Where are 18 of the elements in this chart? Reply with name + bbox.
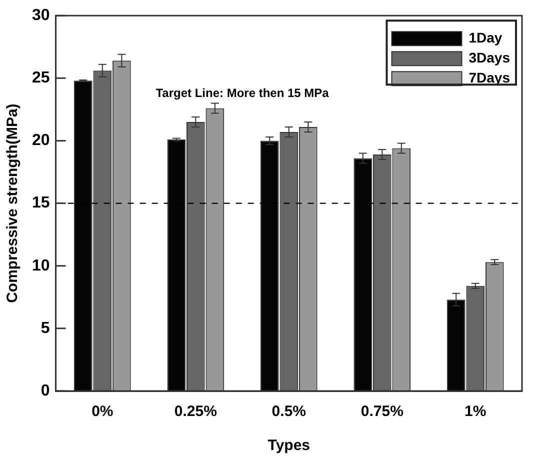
y-tick-label: 25 bbox=[32, 70, 50, 87]
y-tick-label: 0 bbox=[40, 382, 50, 400]
x-tick-label: 0.75% bbox=[360, 403, 404, 420]
x-tick-label: 0.5% bbox=[272, 403, 306, 420]
y-tick-label: 30 bbox=[32, 7, 50, 24]
x-tick-label: 0.25% bbox=[174, 403, 217, 420]
y-tick-label: 15 bbox=[32, 194, 50, 212]
legend-label: 1Day bbox=[468, 29, 502, 46]
legend-label: 3Days bbox=[468, 49, 510, 66]
x-axis-title: Types bbox=[268, 437, 310, 454]
annotation: Target Line: More then 15 MPa bbox=[156, 86, 330, 100]
x-tick-label: 0% bbox=[92, 403, 114, 420]
y-tick-label: 10 bbox=[32, 257, 50, 274]
y-axis-title: Compressive strength(MPa) bbox=[4, 104, 22, 303]
legend-label: 7Days bbox=[468, 69, 510, 86]
y-tick-label: 5 bbox=[40, 320, 50, 337]
y-tick-label: 20 bbox=[32, 132, 50, 150]
x-tick-label: 1% bbox=[464, 403, 486, 420]
